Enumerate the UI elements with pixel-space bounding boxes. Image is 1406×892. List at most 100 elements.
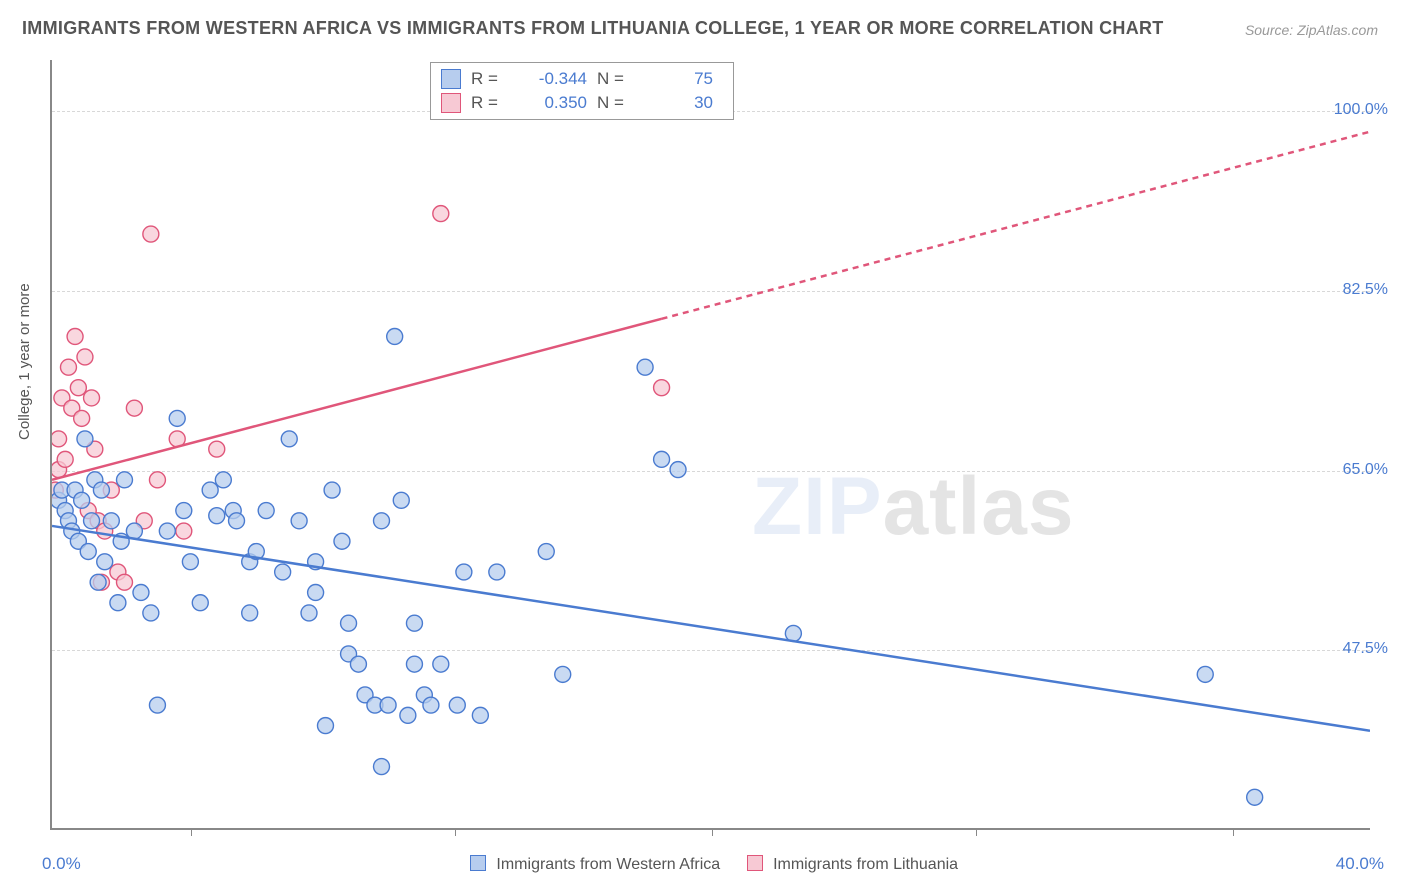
legend-swatch-series2 <box>747 855 763 871</box>
data-point <box>84 390 100 406</box>
data-point <box>209 508 225 524</box>
data-point <box>433 656 449 672</box>
plot-svg <box>52 60 1370 828</box>
data-point <box>334 533 350 549</box>
trend-line <box>52 319 662 480</box>
data-point <box>192 595 208 611</box>
data-point <box>242 605 258 621</box>
data-point <box>555 666 571 682</box>
data-point <box>52 431 67 447</box>
data-point <box>77 349 93 365</box>
data-point <box>1197 666 1213 682</box>
data-point <box>393 492 409 508</box>
plot-area: ZIPatlas <box>50 60 1370 830</box>
n-value-0: 75 <box>643 69 713 89</box>
xtick <box>191 828 192 836</box>
data-point <box>60 359 76 375</box>
data-point <box>1247 789 1263 805</box>
data-point <box>387 329 403 345</box>
data-point <box>93 482 109 498</box>
legend-label-series1: Immigrants from Western Africa <box>496 856 720 873</box>
data-point <box>80 544 96 560</box>
data-point <box>670 462 686 478</box>
data-point <box>149 472 165 488</box>
data-point <box>433 206 449 222</box>
data-point <box>74 410 90 426</box>
bottom-legend: Immigrants from Western Africa Immigrant… <box>0 855 1406 874</box>
data-point <box>77 431 93 447</box>
data-point <box>90 574 106 590</box>
data-point <box>654 451 670 467</box>
data-point <box>350 656 366 672</box>
data-point <box>182 554 198 570</box>
data-point <box>159 523 175 539</box>
r-value-0: -0.344 <box>517 69 587 89</box>
data-point <box>176 523 192 539</box>
data-point <box>423 697 439 713</box>
data-point <box>406 656 422 672</box>
source-attribution: Source: ZipAtlas.com <box>1245 22 1378 38</box>
chart-title: IMMIGRANTS FROM WESTERN AFRICA VS IMMIGR… <box>22 18 1164 39</box>
legend-label-series2: Immigrants from Lithuania <box>773 856 958 873</box>
top-legend-box: R = -0.344 N = 75 R = 0.350 N = 30 <box>430 62 734 120</box>
data-point <box>84 513 100 529</box>
data-point <box>209 441 225 457</box>
n-label-1: N = <box>597 93 633 113</box>
data-point <box>176 503 192 519</box>
data-point <box>281 431 297 447</box>
trend-line <box>52 526 1370 731</box>
data-point <box>169 410 185 426</box>
xtick <box>1233 828 1234 836</box>
top-legend-row-0: R = -0.344 N = 75 <box>441 67 713 91</box>
data-point <box>133 585 149 601</box>
data-point <box>400 707 416 723</box>
data-point <box>117 574 133 590</box>
n-value-1: 30 <box>643 93 713 113</box>
data-point <box>489 564 505 580</box>
xtick <box>976 828 977 836</box>
data-point <box>456 564 472 580</box>
legend-swatch-series1 <box>470 855 486 871</box>
data-point <box>74 492 90 508</box>
data-point <box>301 605 317 621</box>
data-point <box>324 482 340 498</box>
r-label-1: R = <box>471 93 507 113</box>
data-point <box>258 503 274 519</box>
data-point <box>291 513 307 529</box>
data-point <box>117 472 133 488</box>
xtick <box>455 828 456 836</box>
trend-line <box>662 132 1370 319</box>
data-point <box>374 759 390 775</box>
data-point <box>143 226 159 242</box>
top-legend-swatch-0 <box>441 69 461 89</box>
data-point <box>637 359 653 375</box>
n-label-0: N = <box>597 69 633 89</box>
top-legend-row-1: R = 0.350 N = 30 <box>441 91 713 115</box>
data-point <box>110 595 126 611</box>
data-point <box>317 718 333 734</box>
data-point <box>57 451 73 467</box>
r-value-1: 0.350 <box>517 93 587 113</box>
data-point <box>406 615 422 631</box>
data-point <box>143 605 159 621</box>
data-point <box>472 707 488 723</box>
data-point <box>103 513 119 529</box>
data-point <box>229 513 245 529</box>
data-point <box>275 564 291 580</box>
data-point <box>654 380 670 396</box>
y-axis-label: College, 1 year or more <box>16 283 33 440</box>
data-point <box>341 615 357 631</box>
data-point <box>67 329 83 345</box>
top-legend-swatch-1 <box>441 93 461 113</box>
data-point <box>449 697 465 713</box>
data-point <box>308 585 324 601</box>
data-point <box>202 482 218 498</box>
data-point <box>149 697 165 713</box>
data-point <box>380 697 396 713</box>
xtick <box>712 828 713 836</box>
data-point <box>538 544 554 560</box>
data-point <box>70 380 86 396</box>
data-point <box>126 400 142 416</box>
data-point <box>97 554 113 570</box>
data-point <box>215 472 231 488</box>
